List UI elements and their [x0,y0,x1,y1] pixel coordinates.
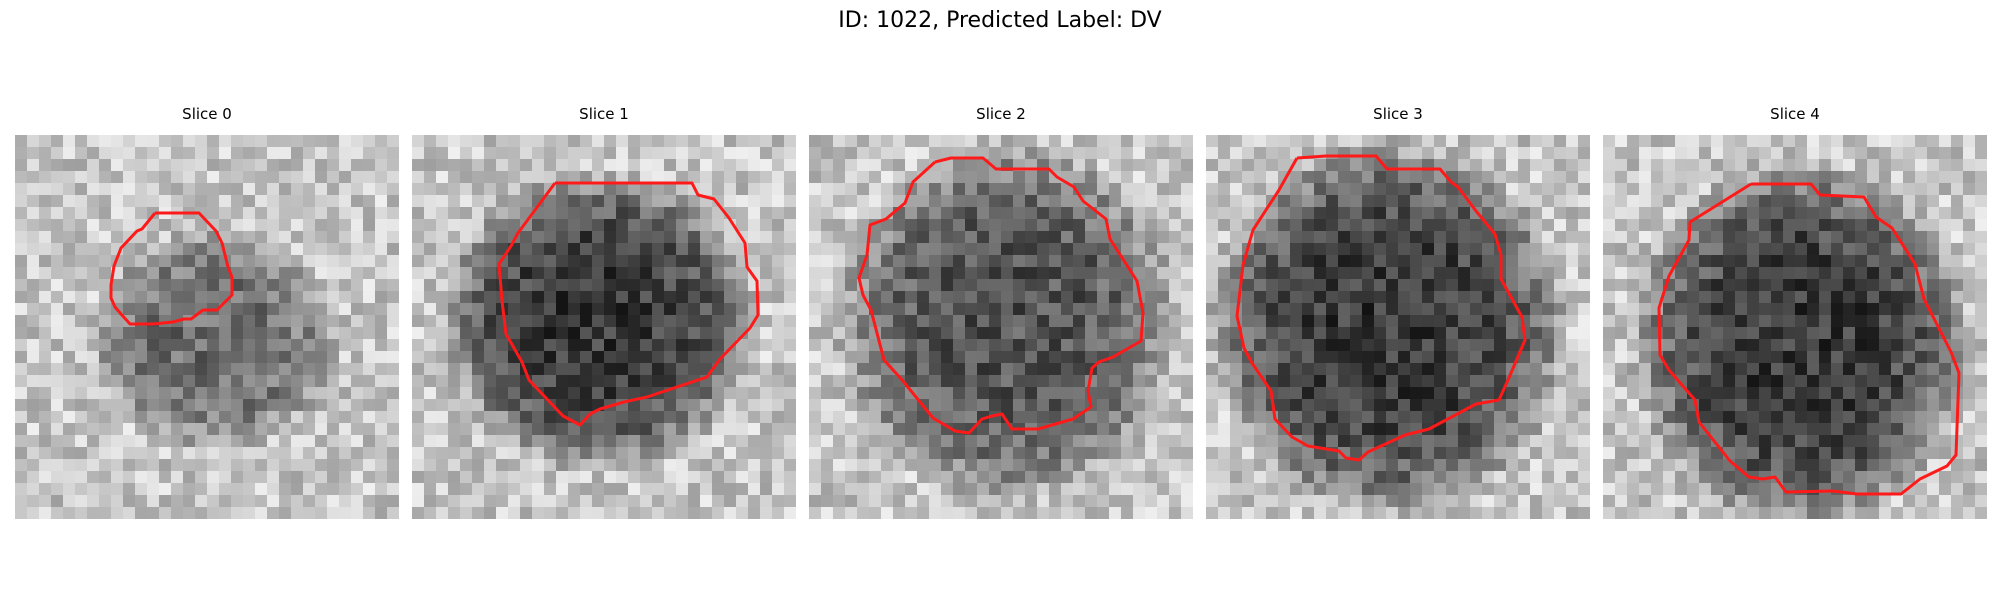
slice-image [809,135,1193,519]
slice-image [1603,135,1987,519]
segmentation-contour [1235,154,1527,462]
segmentation-contour [109,211,234,326]
slice-title: Slice 0 [182,105,232,123]
slice-title: Slice 4 [1770,105,1820,123]
figure-title: ID: 1022, Predicted Label: DV [838,8,1162,33]
slice-title: Slice 1 [579,105,629,123]
segmentation-contour [497,181,760,427]
slice-title: Slice 3 [1373,105,1423,123]
slice-image [15,135,399,519]
segmentation-contour [1657,182,1961,496]
slice-image [412,135,796,519]
slice-image [1206,135,1590,519]
slice-title: Slice 2 [976,105,1026,123]
segmentation-contour [857,156,1145,435]
